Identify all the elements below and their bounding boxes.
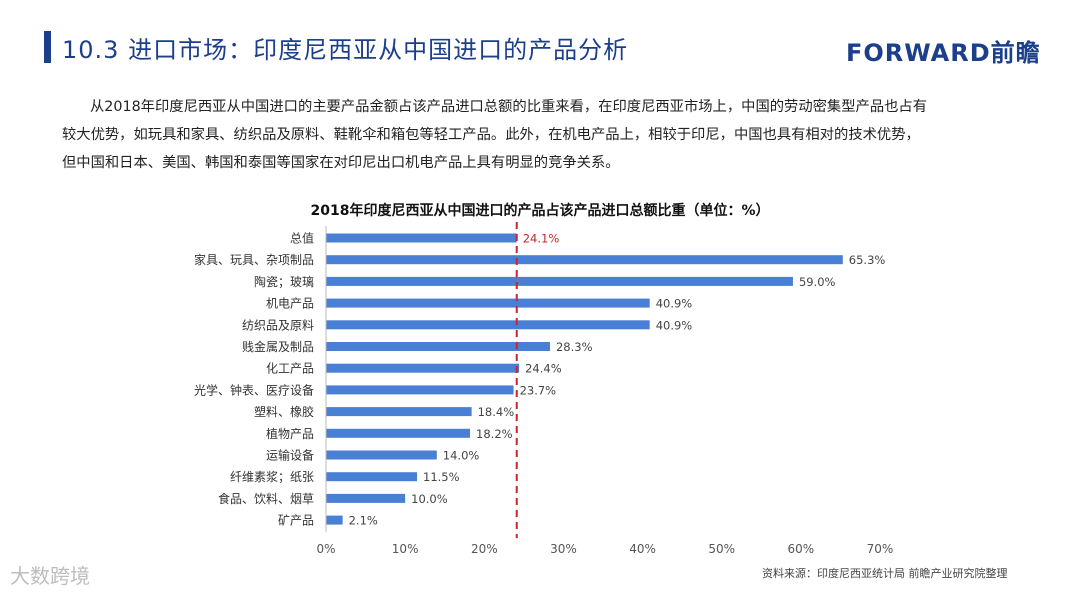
watermark: 大数跨境	[10, 564, 90, 588]
brand-logo: FORWARD前瞻	[846, 39, 1041, 67]
category-label: 陶瓷；玻璃	[254, 274, 314, 289]
data-label: 24.4%	[525, 362, 562, 376]
category-label: 家具、玩具、杂项制品	[194, 252, 314, 267]
data-label: 14.0%	[443, 449, 480, 463]
title-accent-bar	[44, 31, 51, 63]
body-line: 较大优势，如玩具和家具、纺织品及原料、鞋靴伞和箱包等轻工产品。此外，在机电产品上…	[62, 127, 920, 143]
bar	[326, 233, 517, 243]
tick-label: 0%	[316, 542, 335, 556]
category-label: 食品、饮料、烟草	[218, 491, 314, 506]
data-label: 23.7%	[520, 383, 557, 397]
data-label: 18.4%	[478, 405, 515, 419]
data-label: 65.3%	[849, 253, 886, 267]
category-label: 植物产品	[266, 426, 314, 441]
category-label: 纺织品及原料	[242, 318, 314, 332]
category-label: 运输设备	[266, 448, 314, 463]
category-label: 贱金属及制品	[242, 339, 314, 354]
bar	[326, 363, 520, 373]
bar	[326, 255, 843, 265]
category-label: 纤维素浆；纸张	[230, 469, 314, 484]
bar	[326, 385, 514, 395]
tick-label: 40%	[629, 542, 656, 556]
bar	[326, 276, 793, 286]
tick-label: 50%	[708, 542, 735, 556]
data-label: 40.9%	[656, 297, 693, 311]
bar	[326, 472, 418, 482]
bar	[326, 515, 343, 525]
page-title: 10.3 进口市场：印度尼西亚从中国进口的产品分析	[62, 36, 629, 64]
category-label: 化工产品	[266, 362, 314, 376]
category-label: 机电产品	[266, 297, 314, 311]
data-label: 40.9%	[656, 318, 693, 332]
category-label: 总值	[290, 231, 314, 246]
data-label: 59.0%	[799, 275, 836, 289]
tick-label: 10%	[392, 542, 419, 556]
tick-label: 60%	[788, 542, 815, 556]
bar	[326, 320, 650, 330]
source-note: 资料来源：印度尼西亚统计局 前瞻产业研究院整理	[762, 567, 1008, 580]
category-label: 光学、钟表、医疗设备	[194, 382, 314, 397]
data-label: 18.2%	[476, 427, 513, 441]
tick-label: 20%	[471, 542, 498, 556]
data-label: 2.1%	[349, 514, 378, 528]
category-label: 矿产品	[278, 514, 314, 528]
bar	[326, 298, 650, 308]
data-label: 11.5%	[423, 470, 460, 484]
bar	[326, 450, 437, 460]
body-paragraph: 从2018年印度尼西亚从中国进口的主要产品金额占该产品进口总额的比重来看，在印度…	[62, 93, 1022, 177]
category-label: 塑料、橡胶	[254, 404, 314, 419]
data-label: 28.3%	[556, 340, 593, 354]
bar	[326, 407, 472, 417]
chart-title: 2018年印度尼西亚从中国进口的产品占该产品进口总额比重（单位：%）	[310, 203, 770, 219]
tick-label: 70%	[867, 542, 894, 556]
data-label: 10.0%	[411, 492, 448, 506]
bar	[326, 493, 406, 503]
body-line: 但中国和日本、美国、韩国和泰国等国家在对印尼出口机电产品上具有明显的竞争关系。	[62, 155, 620, 171]
bar	[326, 428, 471, 438]
data-label: 24.1%	[523, 232, 560, 246]
bar	[326, 342, 550, 351]
tick-label: 30%	[550, 542, 577, 556]
body-line: 从2018年印度尼西亚从中国进口的主要产品金额占该产品进口总额的比重来看，在印度…	[90, 99, 928, 115]
